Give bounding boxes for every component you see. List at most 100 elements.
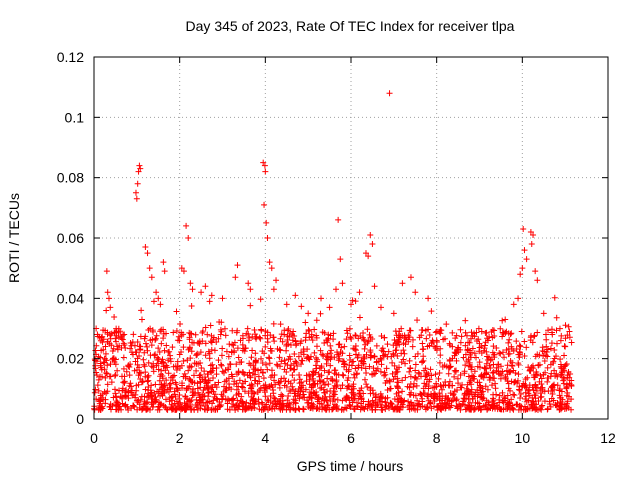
data-point <box>354 402 361 409</box>
data-point <box>356 314 363 321</box>
data-point <box>335 341 342 348</box>
y-tick-label: 0.08 <box>57 170 84 186</box>
data-point <box>247 362 254 369</box>
data-point <box>183 222 190 229</box>
data-point <box>544 375 551 382</box>
data-point <box>298 303 305 310</box>
data-point <box>205 386 212 393</box>
data-point <box>476 340 483 347</box>
data-point <box>186 329 193 336</box>
x-tick-label: 8 <box>433 430 441 446</box>
data-point <box>199 329 206 336</box>
data-point <box>104 388 111 395</box>
data-point <box>439 363 446 370</box>
data-point <box>246 369 253 376</box>
data-point <box>361 355 368 362</box>
data-point <box>384 341 391 348</box>
data-point <box>490 395 497 402</box>
data-point <box>228 349 235 356</box>
data-point <box>465 362 472 369</box>
data-point <box>187 280 194 287</box>
data-point <box>324 375 331 382</box>
data-point <box>179 384 186 391</box>
data-point <box>270 320 277 327</box>
data-point <box>259 360 266 367</box>
data-point <box>562 322 569 329</box>
data-point <box>253 333 260 340</box>
data-point <box>161 268 168 275</box>
data-point <box>446 364 453 371</box>
data-point <box>510 406 517 413</box>
data-point <box>364 405 371 412</box>
data-point <box>516 354 523 361</box>
data-point <box>223 377 230 384</box>
data-point <box>358 358 365 365</box>
data-point <box>166 348 173 355</box>
data-point <box>395 405 402 412</box>
data-point <box>327 388 334 395</box>
data-point <box>351 374 358 381</box>
data-point <box>294 362 301 369</box>
data-point <box>230 401 237 408</box>
data-point <box>274 362 281 369</box>
data-point <box>178 265 185 272</box>
data-point <box>313 343 320 350</box>
data-point <box>126 372 133 379</box>
data-point <box>557 356 564 363</box>
data-point <box>92 365 99 372</box>
data-point <box>226 380 233 387</box>
data-point <box>146 265 153 272</box>
data-point <box>97 406 104 413</box>
data-point <box>390 310 397 317</box>
data-point <box>181 370 188 377</box>
data-point <box>367 349 374 356</box>
data-point <box>255 396 262 403</box>
data-point <box>400 340 407 347</box>
data-point <box>172 379 179 386</box>
data-point <box>330 396 337 403</box>
data-point <box>476 348 483 355</box>
data-point <box>285 326 292 333</box>
data-point <box>187 330 194 337</box>
data-point <box>202 340 209 347</box>
data-point <box>157 401 164 408</box>
data-point <box>507 368 514 375</box>
data-point <box>392 347 399 354</box>
data-point <box>327 362 334 369</box>
data-point <box>271 372 278 379</box>
data-point <box>487 374 494 381</box>
data-point <box>436 359 443 366</box>
data-point <box>141 363 148 370</box>
data-point <box>280 400 287 407</box>
data-point <box>520 225 527 232</box>
data-point <box>215 335 222 342</box>
data-point <box>201 368 208 375</box>
data-point <box>564 398 571 405</box>
data-point <box>489 369 496 376</box>
data-point <box>378 333 385 340</box>
data-point <box>405 338 412 345</box>
data-point <box>303 378 310 385</box>
data-point <box>446 397 453 404</box>
data-point <box>390 376 397 383</box>
data-point <box>517 394 524 401</box>
data-point <box>218 352 225 359</box>
data-point <box>286 353 293 360</box>
data-point <box>392 369 399 376</box>
data-point <box>523 256 530 263</box>
data-point <box>517 390 524 397</box>
data-point <box>136 352 143 359</box>
data-point <box>433 337 440 344</box>
data-point <box>358 385 365 392</box>
data-point <box>401 397 408 404</box>
data-point <box>313 405 320 412</box>
data-point <box>94 382 101 389</box>
data-point <box>507 387 514 394</box>
data-point <box>449 329 456 336</box>
data-point <box>149 327 156 334</box>
data-point <box>270 286 277 293</box>
data-point <box>327 332 334 339</box>
data-point <box>277 321 284 328</box>
data-point <box>236 390 243 397</box>
data-point <box>305 310 312 317</box>
